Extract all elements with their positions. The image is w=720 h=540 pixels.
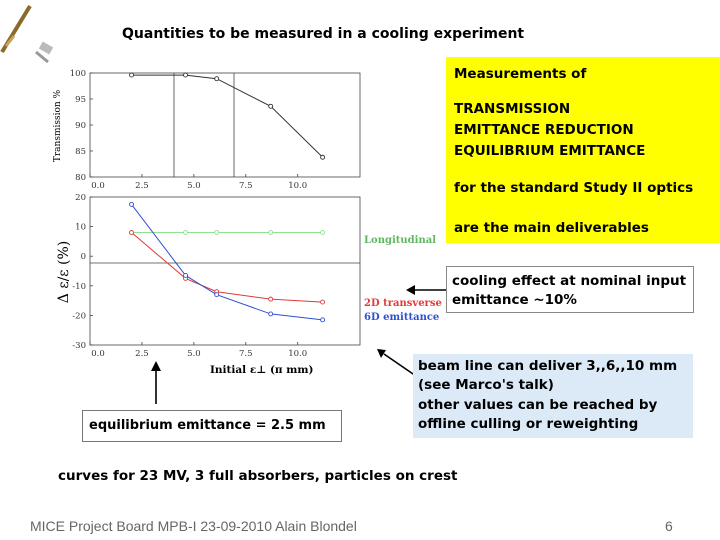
legend-2d-transverse: 2D transverse [364,298,442,309]
arrows [151,285,446,404]
x-tick-label: 5.0 [187,349,201,359]
x-tick-label: 7.5 [239,181,253,191]
data-point [320,154,326,160]
data-point [268,230,274,235]
legend-6d-emittance: 6D emittance [364,312,439,323]
data-point [129,72,134,78]
y-tick-label: 90 [75,121,86,131]
data-point [214,230,220,235]
x-tick-label: 0.0 [91,349,105,359]
y-tick-label: 10 [75,223,86,233]
y-tick-label: 0 [81,252,86,262]
y-tick-label: 20 [75,193,86,203]
measurements-line: TRANSMISSION [454,101,571,117]
measurements-line: EQUILIBRIUM EMITTANCE [454,143,646,159]
cooling-effect-box: cooling effect at nominal input emittanc… [446,266,694,313]
y-tick-label: 80 [75,173,86,183]
data-point [129,230,134,235]
top-ylabel: Transmission % [53,89,63,162]
beam-line: (see Marco's talk) [418,377,554,393]
legend-longitudinal: Longitudinal [364,235,436,246]
beam-line: offline culling or reweighting [418,416,639,432]
data-point [320,230,326,235]
cooling-line: cooling effect at nominal input [452,273,687,289]
y-tick-label: 100 [70,69,86,79]
data-point [268,311,274,317]
data-point [183,230,188,235]
data-point [183,72,188,78]
data-point [129,201,134,207]
measurements-box: Measurements of TRANSMISSION EMITTANCE R… [446,57,720,243]
x-tick-label: 5.0 [187,181,201,191]
data-point [268,296,274,302]
y-tick-label: 85 [75,147,86,157]
equilibrium-emittance-box: equilibrium emittance = 2.5 mm [82,410,342,442]
x-tick-label: 0.0 [91,181,105,191]
bottom-ylabel: Δ ε/ε (%) [56,241,72,303]
beam-line-box: beam line can deliver 3,,6,,10 mm (see M… [413,354,693,438]
page-number: 6 [665,518,673,534]
beam-line: other values can be reached by [418,397,658,413]
curves-note: curves for 23 MV, 3 full absorbers, part… [58,468,458,484]
y-tick-label: -20 [72,311,86,321]
cooling-line: emittance ~10% [452,292,577,308]
equilibrium-text: equilibrium emittance = 2.5 mm [89,418,326,433]
series-line [131,232,323,303]
y-tick-label: -10 [72,282,86,292]
x-tick-label: 10.0 [288,349,307,359]
data-point [320,299,326,305]
emittance-chart: 0.0 2.5 5.0 7.5 10.0 20 10 0 -10 -20 -30 Δ ε/ε (%… [56,193,442,376]
x-tick-label: 7.5 [239,349,253,359]
data-point [183,272,188,278]
measurements-line: Measurements of [454,66,587,82]
footer-text: MICE Project Board MPB-I 23-09-2010 Alai… [30,518,357,534]
measurements-line: are the main deliverables [454,220,649,236]
series-line [131,204,323,321]
measurements-line: EMITTANCE REDUCTION [454,122,634,138]
y-tick-label: 95 [75,95,86,105]
data-point [214,76,220,82]
data-point [268,103,274,109]
x-tick-label: 10.0 [288,181,307,191]
x-tick-label: 2.5 [135,181,149,191]
satellite-icon [0,4,54,64]
slide-title: Quantities to be measured in a cooling e… [122,26,525,42]
measurements-line: for the standard Study II optics [454,180,694,196]
beam-line: beam line can deliver 3,,6,,10 mm [418,358,678,374]
data-point [320,317,326,323]
series-line [131,74,323,158]
data-point [214,292,220,298]
transmission-chart: 0.0 2.5 5.0 7.5 10.0 100 95 90 85 80 Transmissio… [53,69,361,191]
bottom-xlabel: Initial ε⊥ (π mm) [210,364,313,376]
x-tick-label: 2.5 [135,349,149,359]
y-tick-label: -30 [72,341,86,351]
